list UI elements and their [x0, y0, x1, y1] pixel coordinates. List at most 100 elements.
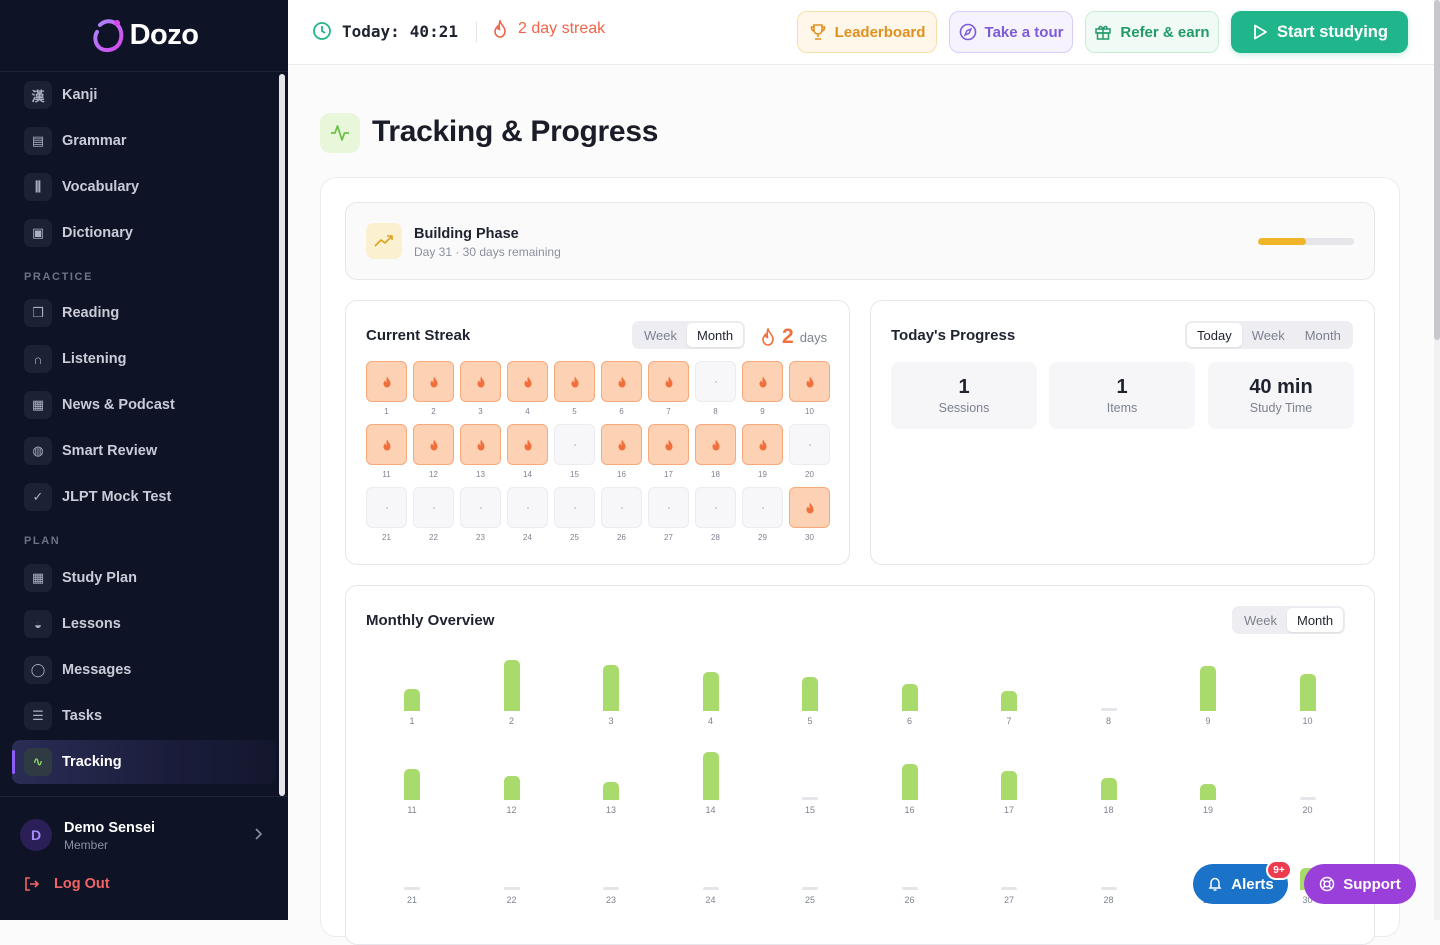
- stat-label: Items: [1106, 401, 1138, 415]
- trending-up-icon: [366, 223, 402, 259]
- open-book-icon: ❒: [24, 299, 52, 327]
- streak-day-label: 17: [664, 470, 673, 479]
- page-scrollbar[interactable]: [1434, 0, 1440, 920]
- streak-day-label: 11: [382, 470, 391, 479]
- bar-label: 17: [1003, 805, 1014, 815]
- streak-day-cell: [648, 487, 689, 528]
- streak-day-cell: [554, 424, 595, 465]
- sidebar-item-label: Tracking: [62, 754, 122, 770]
- sidebar-item-messages[interactable]: ◯ Messages: [12, 648, 276, 692]
- streak-day-label: 18: [711, 470, 720, 479]
- streak-day-label: 5: [572, 407, 577, 416]
- bar-label: 10: [1302, 716, 1313, 726]
- bar: [1200, 666, 1216, 711]
- user-profile[interactable]: D Demo Sensei Member: [0, 796, 288, 870]
- lifebuoy-icon: [1320, 876, 1335, 892]
- document-icon: ▤: [24, 127, 52, 155]
- bar: [901, 684, 918, 711]
- streak-text: 2 day streak: [518, 20, 606, 37]
- sidebar-item-tracking[interactable]: ∿ Tracking: [12, 740, 276, 784]
- support-button[interactable]: Support: [1304, 864, 1416, 904]
- book-icon: ▣: [24, 219, 52, 247]
- sidebar-item-vocabulary[interactable]: ⫼ Vocabulary: [12, 165, 276, 209]
- flame-icon: [524, 376, 531, 387]
- bar: [702, 887, 719, 890]
- sidebar-item-kanji[interactable]: 漢 Kanji: [12, 73, 276, 117]
- streak-day-cell: [507, 487, 548, 528]
- flame-icon: [759, 376, 766, 387]
- streak-day-label: 23: [476, 533, 485, 542]
- start-studying-label: Start studying: [1277, 22, 1388, 41]
- sidebar-item-reading[interactable]: ❒ Reading: [12, 291, 276, 335]
- progress-card-title: Today's Progress: [891, 327, 1016, 344]
- sidebar-item-dictionary[interactable]: ▣ Dictionary: [12, 211, 276, 255]
- sidebar-item-jlpt-mock-test[interactable]: ✓ JLPT Mock Test: [12, 475, 276, 519]
- bar-label: 25: [804, 895, 815, 905]
- sidebar-scrollbar[interactable]: [279, 74, 285, 796]
- bar-label: 5: [807, 716, 813, 726]
- bar-label: 4: [707, 716, 713, 726]
- sidebar: Dozo 漢 Kanji ▤ Grammar ⫼ Vocabulary ▣ Dictionar…: [0, 0, 288, 920]
- streak-day-label: 4: [525, 407, 530, 416]
- sidebar-item-smart-review[interactable]: ◍ Smart Review: [12, 429, 276, 473]
- streak-day-cell: [366, 424, 407, 465]
- bar: [503, 660, 520, 711]
- refer-earn-label: Refer & earn: [1120, 23, 1210, 41]
- clock-icon: [313, 22, 331, 40]
- streak-day-label: 13: [476, 470, 485, 479]
- bar: [404, 769, 420, 800]
- avatar: D: [20, 819, 52, 851]
- sidebar-item-tasks[interactable]: ☰ Tasks: [12, 694, 276, 738]
- phase-subtitle: Day 31 · 30 days remaining: [414, 245, 561, 259]
- streak-day-label: 7: [666, 407, 671, 416]
- sidebar-item-listening[interactable]: ∩ Listening: [12, 337, 276, 381]
- streak-indicator: 2 day streak: [492, 20, 605, 38]
- refer-earn-button[interactable]: Refer & earn: [1085, 11, 1219, 53]
- stat-value: 40 min: [1249, 376, 1313, 398]
- take-tour-button[interactable]: Take a tour: [949, 11, 1073, 53]
- flame-icon: [618, 376, 625, 387]
- streak-day-label: 9: [760, 407, 765, 416]
- sidebar-item-lessons[interactable]: ◒ Lessons: [12, 602, 276, 646]
- sidebar-item-label: Grammar: [62, 133, 127, 149]
- streak-day-label: 22: [429, 533, 438, 542]
- section-practice: PRACTICE: [24, 271, 94, 283]
- graduation-cap-icon: ◒: [24, 610, 52, 638]
- tab-week[interactable]: Week: [644, 327, 677, 343]
- bar: [1100, 778, 1117, 800]
- sidebar-item-news-podcast[interactable]: ▦ News & Podcast: [12, 383, 276, 427]
- alerts-badge: 9+: [1266, 860, 1292, 880]
- progress-period-toggle: Today Week Month: [1185, 321, 1353, 349]
- bar: [802, 887, 818, 890]
- bell-icon: [1208, 877, 1222, 891]
- streak-day-label: 25: [570, 533, 579, 542]
- leaderboard-button[interactable]: Leaderboard: [797, 11, 937, 53]
- bar-label: 16: [904, 805, 915, 815]
- tab-week[interactable]: Week: [1244, 612, 1277, 628]
- streak-day-label: 8: [713, 407, 718, 416]
- bar: [702, 672, 719, 711]
- bar: [1001, 771, 1017, 800]
- stat-value: 1: [1116, 376, 1128, 398]
- tab-month[interactable]: Month: [1304, 327, 1341, 343]
- tab-week[interactable]: Week: [1251, 327, 1285, 343]
- sidebar-item-grammar[interactable]: ▤ Grammar: [12, 119, 276, 163]
- streak-card-title: Current Streak: [366, 327, 471, 344]
- logo[interactable]: Dozo: [0, 0, 288, 72]
- tab-month[interactable]: Month: [1287, 608, 1344, 632]
- bar: [901, 887, 918, 890]
- tab-month[interactable]: Month: [687, 323, 744, 347]
- streak-day-cell: [648, 424, 689, 465]
- logout-button[interactable]: Log Out: [24, 876, 110, 892]
- bar-label: 3: [608, 716, 614, 726]
- stat-sessions: 1 Sessions: [891, 362, 1037, 429]
- sidebar-item-label: Lessons: [62, 616, 121, 632]
- start-studying-button[interactable]: Start studying: [1231, 11, 1408, 53]
- tab-today[interactable]: Today: [1187, 323, 1242, 347]
- streak-day-cell: [648, 361, 689, 402]
- flame-icon: [494, 20, 506, 38]
- sidebar-item-study-plan[interactable]: ▦ Study Plan: [12, 556, 276, 600]
- streak-day-cell: [413, 361, 454, 402]
- streak-day-label: 2: [431, 407, 436, 416]
